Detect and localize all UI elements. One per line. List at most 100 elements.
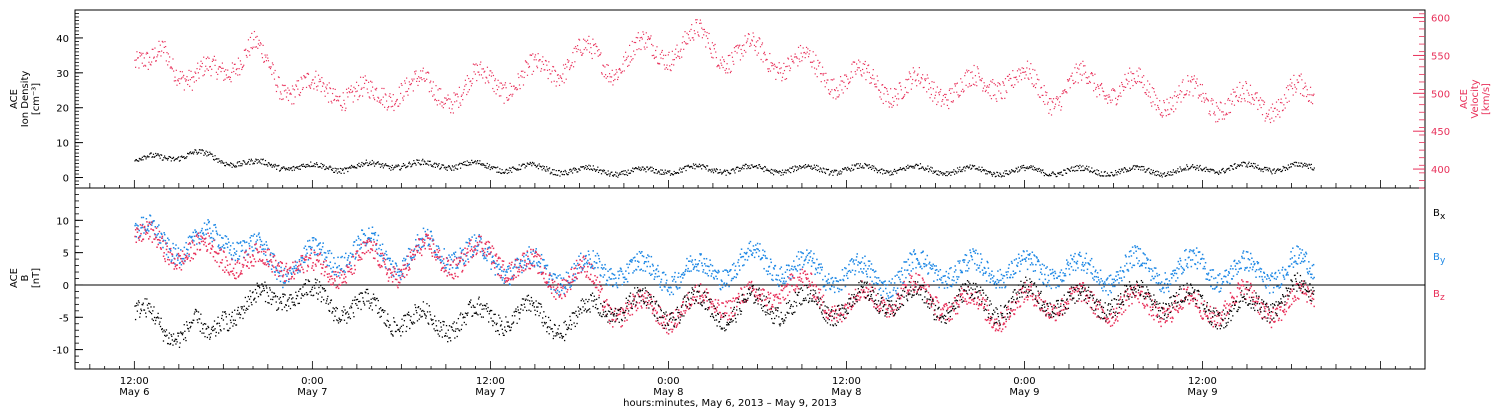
velocity-series-point — [530, 54, 533, 56]
density-series-point — [416, 159, 419, 161]
velocity-series-point — [930, 87, 932, 89]
density-series-point — [362, 165, 364, 167]
velocity-series-point — [769, 52, 771, 55]
density-series-point — [505, 168, 508, 170]
density-series-point — [606, 173, 608, 176]
velocity-series-point — [845, 75, 848, 78]
by-series-point — [283, 267, 286, 270]
by-series-point — [356, 252, 358, 254]
density-series-point — [1244, 161, 1246, 164]
velocity-series-point — [582, 38, 585, 40]
velocity-series-point — [1303, 95, 1305, 97]
density-series-point — [748, 165, 750, 167]
by-series-point — [371, 232, 373, 235]
density-series-point — [448, 165, 450, 167]
density-series-point — [915, 163, 917, 165]
by-series-point — [408, 263, 410, 266]
density-series-point — [184, 157, 186, 160]
velocity-series-point — [1161, 112, 1163, 114]
density-series-point — [151, 156, 153, 158]
velocity-series-point — [1185, 94, 1187, 96]
velocity-series-point — [496, 84, 498, 87]
by-series-point — [138, 229, 140, 232]
velocity-series-point — [172, 58, 174, 60]
density-series-point — [963, 166, 965, 168]
velocity-series-point — [892, 104, 894, 107]
by-series-point — [403, 257, 405, 260]
density-series-point — [1184, 167, 1186, 169]
by-series-point — [785, 280, 787, 283]
velocity-series-point — [1291, 87, 1294, 90]
by-series-point — [475, 237, 478, 240]
density-series-point — [678, 172, 680, 174]
density-series-point — [382, 163, 384, 165]
density-series-point — [813, 167, 815, 169]
density-series-point — [907, 167, 910, 169]
velocity-series-point — [809, 61, 812, 63]
density-series-point — [913, 167, 916, 169]
density-series-point — [302, 163, 304, 165]
density-series-point — [1126, 169, 1129, 171]
density-series-point — [1143, 168, 1146, 170]
by-series-point — [278, 272, 281, 274]
by-series-point — [263, 243, 266, 246]
density-series-point — [761, 167, 763, 170]
density-series-point — [290, 167, 293, 169]
by-series-point — [388, 257, 390, 260]
by-series-point — [370, 237, 373, 240]
velocity-series-point — [982, 90, 984, 92]
by-series-point — [858, 271, 860, 273]
by-series-point — [617, 277, 620, 280]
by-series-point — [141, 226, 143, 229]
density-series-point — [357, 165, 359, 167]
velocity-series-point — [758, 37, 760, 39]
density-series-point — [525, 165, 528, 167]
by-series-point — [175, 244, 177, 246]
density-series-point — [360, 164, 362, 166]
by-series-point — [866, 273, 868, 275]
density-series-point — [634, 167, 636, 170]
by-series-point — [583, 258, 586, 261]
by-series-point — [493, 260, 495, 263]
by-series-point — [260, 240, 263, 243]
velocity-series-point — [956, 91, 958, 93]
density-series-point — [868, 164, 870, 166]
velocity-series-point — [946, 99, 948, 101]
by-series-point — [622, 276, 625, 279]
density-series-point — [390, 169, 392, 171]
velocity-series-point — [1245, 82, 1248, 85]
density-series-point — [1088, 166, 1090, 168]
density-series-point — [809, 165, 811, 167]
by-series-point — [311, 246, 313, 249]
velocity-series-point — [284, 84, 286, 87]
velocity-series-point — [567, 61, 569, 63]
density-series-point — [211, 153, 213, 155]
by-series-point — [468, 238, 470, 240]
velocity-series-point — [200, 60, 202, 62]
velocity-series-point — [1046, 103, 1049, 105]
velocity-series-point — [222, 67, 224, 69]
velocity-series-point — [317, 85, 319, 87]
density-series-point — [367, 164, 369, 167]
density-series-point — [891, 172, 893, 174]
velocity-series-point — [210, 75, 212, 77]
by-series-point — [638, 261, 640, 263]
by-series-point — [255, 235, 258, 237]
velocity-series-point — [945, 93, 947, 96]
velocity-series-point — [270, 66, 272, 68]
velocity-series-point — [995, 98, 997, 100]
velocity-series-point — [295, 85, 298, 87]
by-series-point — [307, 240, 309, 242]
density-series-point — [199, 149, 201, 151]
by-series-point — [766, 273, 769, 276]
velocity-series-point — [1109, 99, 1111, 101]
by-series-point — [428, 243, 431, 246]
velocity-series-point — [982, 87, 985, 89]
by-series-point — [464, 260, 467, 262]
velocity-series-point — [968, 83, 971, 85]
velocity-series-point — [621, 70, 623, 72]
velocity-series-point — [1295, 88, 1298, 90]
density-series-point — [1310, 167, 1312, 169]
density-series-point — [551, 169, 554, 171]
density-series-point — [1223, 170, 1225, 172]
